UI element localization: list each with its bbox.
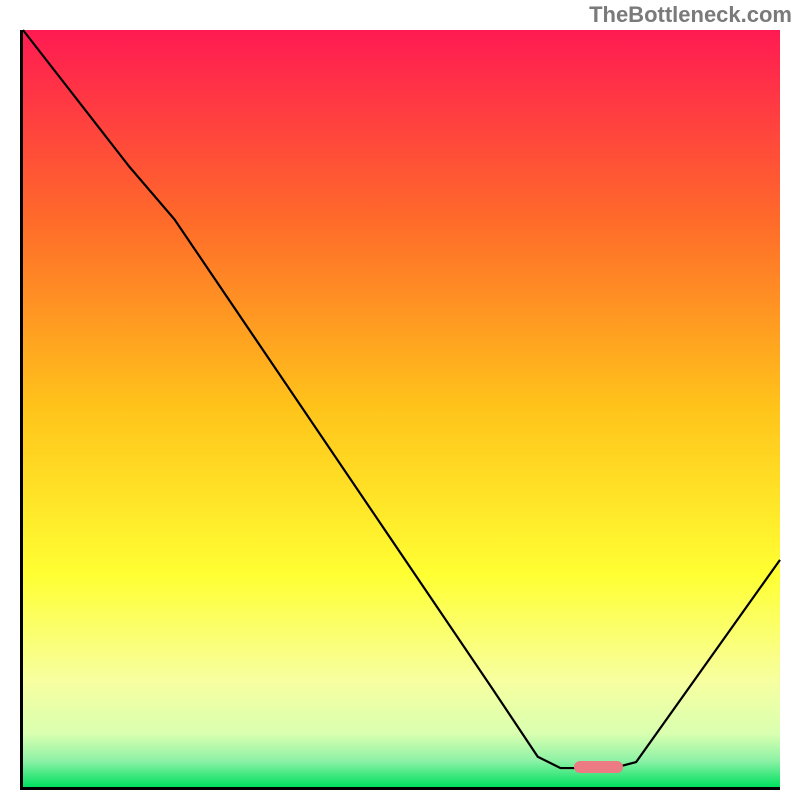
- watermark-text: TheBottleneck.com: [589, 2, 792, 28]
- bottleneck-curve: [23, 30, 780, 787]
- plot-area: [20, 30, 780, 790]
- chart-container: TheBottleneck.com: [0, 0, 800, 800]
- optimum-marker: [574, 761, 623, 773]
